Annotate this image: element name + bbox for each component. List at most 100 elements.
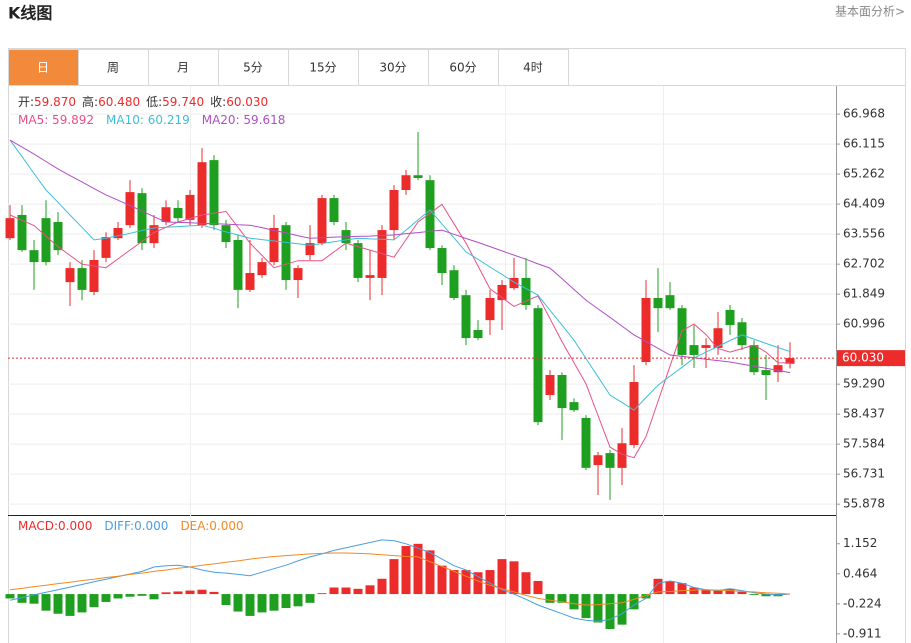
price-tag [837, 350, 905, 367]
macd-bar [653, 578, 663, 595]
macd-bar [209, 591, 219, 595]
candle-body [329, 198, 339, 223]
legend-entry: MACD:0.000 [18, 519, 92, 533]
tab[interactable] [288, 49, 359, 86]
candle-body [221, 225, 231, 243]
candle-body [125, 192, 135, 226]
tab[interactable] [358, 49, 429, 86]
tab-bar: 日 周 月 5分 15分 30分 60分 4时 [8, 49, 569, 86]
candle-body [701, 345, 711, 348]
macd-bar [221, 594, 231, 605]
candle-body [293, 268, 303, 281]
indicator-line [9, 139, 791, 411]
candle-body [173, 207, 183, 219]
macd-bar [245, 594, 255, 616]
candle-body [317, 198, 327, 244]
indicator-line [9, 552, 791, 606]
macd-bar [125, 594, 135, 597]
macd-bar [581, 594, 591, 619]
y-tick-label: -0.224 [843, 596, 882, 610]
macd-bar [29, 594, 39, 604]
tab-label[interactable]: 周 [107, 61, 119, 75]
candle-body [245, 273, 255, 290]
ohlc-label: 低: [146, 95, 162, 109]
macd-bar [701, 589, 711, 595]
tab-label[interactable]: 30分 [379, 61, 406, 75]
ma-legend: MA5: 59.892 MA10: 60.219 MA20: 59.618 [18, 113, 285, 127]
candle-body [641, 297, 651, 362]
candle-body [137, 193, 147, 244]
candle-body [653, 297, 663, 309]
macd-bar [101, 594, 111, 602]
macd-bar [353, 588, 363, 595]
y-tick-label: 56.731 [843, 467, 885, 481]
candle-body [521, 277, 531, 306]
tab-label[interactable]: 5分 [243, 61, 263, 75]
candle-body [113, 227, 123, 239]
macd-bar [437, 565, 447, 595]
tab-label[interactable]: 日 [37, 61, 49, 75]
macd-bar [473, 572, 483, 595]
candle-body [185, 194, 195, 220]
price-tag-label: 60.030 [842, 351, 884, 365]
tab[interactable] [428, 49, 499, 86]
macd-bar [401, 546, 411, 595]
macd-bar [161, 592, 171, 595]
candle-body [281, 225, 291, 281]
ohlc-label: 开: [18, 95, 34, 109]
macd-bar [485, 570, 495, 595]
tab-label[interactable]: 4时 [523, 61, 543, 75]
y-tick-label: 63.556 [843, 227, 885, 241]
macd-bar [173, 591, 183, 595]
candle-body [605, 453, 615, 468]
y-tick-label: 60.996 [843, 317, 885, 331]
macd-bar [281, 594, 291, 609]
candle-body [773, 365, 783, 373]
candle-body [89, 259, 99, 293]
macd-bar [53, 594, 63, 614]
candle-body [533, 308, 543, 423]
candle-body [257, 262, 267, 276]
macd-bar [737, 591, 747, 595]
y-tick-label: 58.437 [843, 407, 885, 421]
macd-bar [713, 590, 723, 595]
candle-body [593, 455, 603, 466]
tab[interactable] [498, 49, 569, 86]
candle-body [737, 322, 747, 346]
candle-body [785, 358, 795, 364]
tab[interactable] [218, 49, 289, 86]
indicator-line [9, 203, 791, 459]
y-tick-label: 55.878 [843, 497, 885, 511]
candle-body [581, 417, 591, 468]
candle-body [233, 239, 243, 290]
legend-entry: MA5: 59.892 [18, 113, 94, 127]
candle-body [461, 295, 471, 339]
macd-bar [497, 559, 507, 595]
macd-bar [233, 594, 243, 612]
candle-body [713, 328, 723, 348]
tab[interactable] [8, 49, 79, 86]
macd-bar [413, 543, 423, 595]
y-tick-label: 0.464 [843, 566, 877, 580]
candle-body [725, 309, 735, 326]
candle-body [425, 180, 435, 249]
candle-body [629, 382, 639, 446]
candle-body [353, 243, 363, 278]
fundamental-link[interactable]: 基本面分析> [835, 5, 905, 19]
candle-body [29, 250, 39, 263]
macd-bar [365, 585, 375, 595]
page-title: K线图 [8, 4, 52, 23]
tab-label[interactable]: 月 [177, 61, 189, 75]
tab-label[interactable]: 60分 [449, 61, 476, 75]
macd-bar [605, 594, 615, 630]
candle-body [689, 345, 699, 355]
macd-bar [269, 594, 279, 611]
macd-bar [17, 594, 27, 603]
ohlc-value: 60.480 [98, 95, 140, 109]
macd-bar [533, 580, 543, 595]
macd-bar [425, 550, 435, 595]
candle-body [485, 297, 495, 321]
macd-bar [677, 583, 687, 595]
y-tick-label: 62.702 [843, 257, 885, 271]
tab-label[interactable]: 15分 [309, 61, 336, 75]
